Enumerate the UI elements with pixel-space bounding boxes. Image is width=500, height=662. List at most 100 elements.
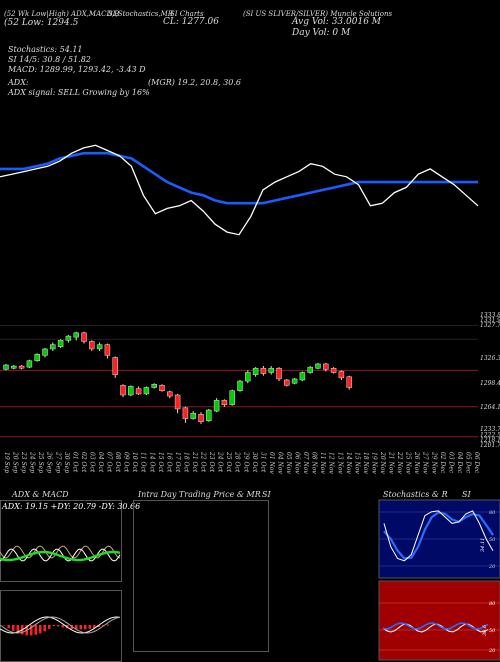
date-tick-label: 18 Oct	[182, 452, 189, 473]
macd-histogram-bar	[79, 625, 82, 630]
series-line-1	[0, 144, 479, 236]
price-tick-label: 1333.88	[480, 312, 500, 319]
date-tick-label: 07 Nov	[302, 452, 309, 474]
date-tick-label: 19 Nov	[370, 452, 377, 474]
date-tick-label: 31 Oct	[259, 452, 266, 473]
macd-histogram-bar	[88, 625, 91, 629]
rsi-tick-label: 80	[489, 601, 496, 607]
price-tick-label: 1327.75	[480, 322, 500, 329]
adx-plus-line	[0, 545, 121, 559]
candle-body	[42, 348, 48, 356]
stochastics-si: SI	[462, 490, 471, 499]
candle-body	[237, 380, 243, 391]
candle-body	[128, 386, 134, 396]
date-tick-label: 04 Nov	[276, 452, 283, 474]
date-tick-label: 02 Oct	[80, 452, 87, 473]
date-tick-label: 03 Oct	[88, 452, 95, 473]
candle-body	[206, 409, 212, 421]
macd-histogram-bar	[48, 625, 51, 629]
rsi-value-label: 30.6	[482, 624, 488, 636]
candle-body	[338, 371, 345, 379]
macd-histogram-bar	[93, 625, 96, 629]
date-tick-label: 29 Nov	[430, 451, 437, 474]
date-tick-label: 26 Sep	[46, 451, 53, 473]
candle-body	[65, 335, 72, 341]
date-tick-label: 01 Oct	[71, 452, 78, 473]
candle-body	[213, 400, 220, 412]
macd-histogram-bar	[7, 625, 10, 629]
candle-body	[34, 354, 40, 361]
date-tick-label: 12 Nov	[328, 452, 335, 474]
date-tick-label: 08 Nov	[311, 452, 318, 474]
date-tick-label: 25 Oct	[225, 451, 232, 473]
rsi-tick-label: 50	[489, 628, 496, 634]
candle-body	[182, 407, 189, 419]
candle-body	[18, 365, 25, 369]
candle-body	[346, 376, 352, 388]
date-tick-label: 09 Oct	[123, 452, 130, 473]
date-tick-label: 08 Oct	[114, 452, 121, 473]
date-tick-label: 17 Oct	[174, 452, 181, 473]
candle-body	[11, 365, 17, 369]
stoch-value-label: 34.11	[480, 538, 486, 552]
date-tick-label: 24 Sep	[29, 451, 36, 473]
date-tick-label: 25 Nov	[405, 451, 412, 474]
intraday-title: Intra Day Trading Price & MR	[138, 490, 261, 499]
candle-body	[143, 387, 150, 395]
candle-body	[96, 344, 103, 350]
header-left-small: (52 Wk Low|High) ADX,MACD,B	[4, 10, 120, 18]
candle-body	[174, 394, 181, 410]
date-tick-label: 06 Nov	[294, 452, 301, 474]
date-tick-label: 07 Oct	[106, 452, 113, 473]
price-tick-label: 1222.54	[480, 432, 500, 439]
candle-body	[198, 414, 204, 423]
macd-histogram-bar	[52, 625, 55, 627]
candle-body	[112, 357, 118, 375]
date-tick-label: 21 Nov	[388, 451, 395, 474]
candle-body	[221, 400, 228, 405]
avg-volume: Avg Vol: 33.0016 M	[292, 17, 381, 27]
date-tick-label: 25 Sep	[37, 451, 44, 473]
price-tick-label: 1218.16	[480, 437, 500, 444]
candle-body	[307, 366, 313, 373]
stochastics-readout: Stochastics: 54.11	[8, 45, 83, 54]
date-tick-label: 23 Sep	[20, 451, 27, 473]
intraday-si: SI	[262, 490, 271, 499]
price-tick-label: 1264.11	[480, 404, 500, 411]
adx-macd-title: ADX & MACD	[12, 490, 69, 499]
candle-body	[57, 340, 64, 348]
macd-histogram-bar	[106, 624, 109, 626]
stochastics-title: Stochastics & R	[383, 490, 448, 499]
candle-body	[276, 367, 282, 380]
date-tick-label: 29 Oct	[242, 451, 249, 473]
date-tick-label: 03 Dec	[447, 452, 454, 474]
macd-readout: MACD: 1289.99, 1293.42, -3.43 D	[8, 65, 146, 74]
adx-label: ADX:	[8, 78, 29, 87]
price-tick-label: 1326.3	[480, 355, 500, 362]
price-tick-label: 1331.95	[480, 317, 500, 324]
adx-panel	[0, 500, 122, 582]
candle-body	[26, 360, 33, 368]
date-tick-label: 14 Nov	[345, 452, 352, 474]
candle-body	[268, 367, 274, 373]
candle-body	[81, 332, 87, 342]
header-range: (52 Low: 1294.5	[4, 18, 79, 28]
date-tick-label: 04 Dec	[456, 452, 463, 474]
adx-values: (MGR) 19.2, 20.8, 30.6	[148, 78, 241, 87]
adx-minus-line	[0, 548, 121, 562]
adx-line	[0, 550, 121, 562]
macd-histogram-bar	[43, 625, 46, 632]
date-tick-label: 22 Nov	[396, 451, 403, 474]
date-tick-label: 01 Nov	[268, 452, 275, 474]
macd-line	[0, 616, 121, 634]
candle-body	[151, 384, 157, 388]
candle-body	[50, 344, 56, 350]
intraday-panel	[133, 500, 269, 652]
date-tick-label: 18 Nov	[362, 452, 369, 474]
date-tick-label: 02 Dec	[439, 452, 446, 474]
candle-body	[120, 385, 126, 396]
